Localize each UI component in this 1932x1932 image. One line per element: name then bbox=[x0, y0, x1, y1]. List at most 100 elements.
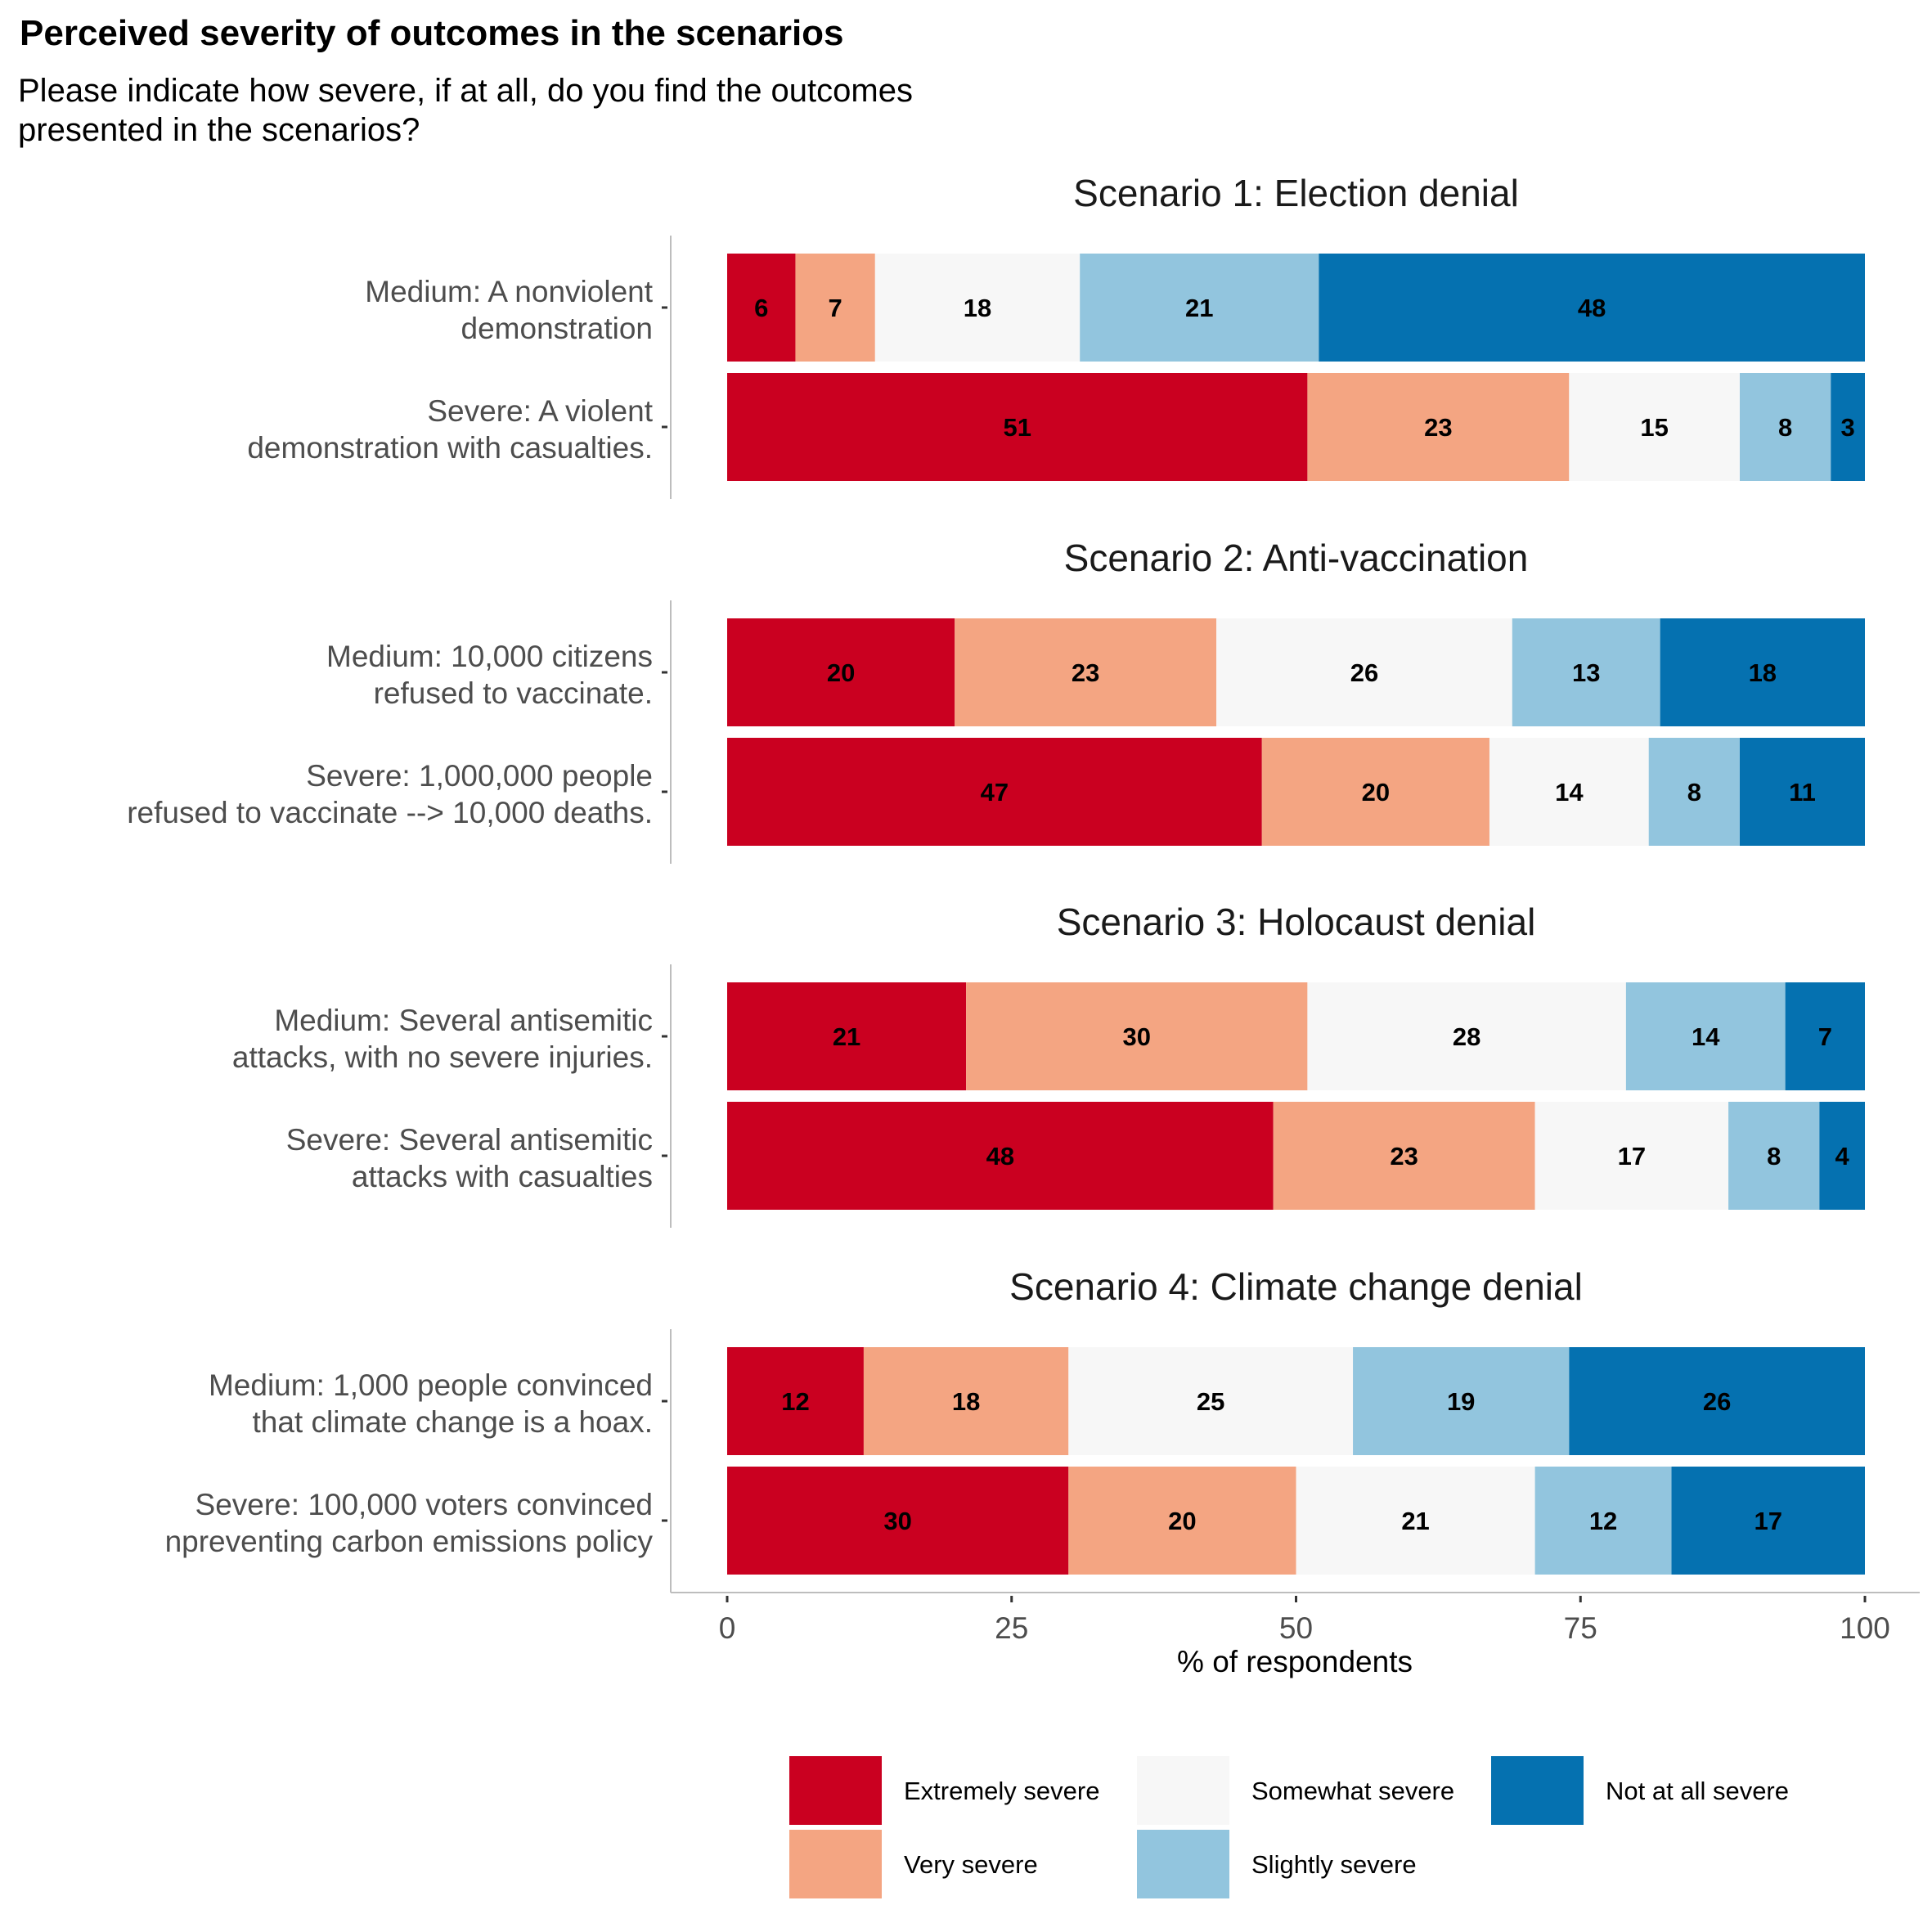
legend-key bbox=[1491, 1756, 1584, 1825]
category-label: Severe: 1,000,000 people refused to vacci… bbox=[127, 759, 653, 829]
facet-title: Scenario 1: Election denial bbox=[1073, 172, 1519, 214]
legend-key bbox=[789, 1756, 882, 1825]
facet-3: Scenario 3: Holocaust denial Medium: Seve… bbox=[232, 901, 1865, 1228]
bar-segment bbox=[1261, 738, 1489, 846]
bar-segment bbox=[727, 254, 796, 362]
bar-segment bbox=[1831, 373, 1865, 481]
bar-value-label: 8 bbox=[1778, 413, 1792, 442]
category-label-line: that climate change is a hoax. bbox=[252, 1405, 653, 1439]
bar-value-label: 20 bbox=[827, 658, 855, 687]
bar-value-label: 14 bbox=[1692, 1022, 1720, 1051]
bar-segment bbox=[1569, 373, 1740, 481]
x-tick-label: 25 bbox=[995, 1611, 1028, 1645]
bar-segment bbox=[727, 1347, 864, 1455]
bar-segment bbox=[1353, 1347, 1570, 1455]
x-tick-label: 50 bbox=[1279, 1611, 1313, 1645]
bar-value-label: 15 bbox=[1640, 413, 1668, 442]
bar-value-label: 12 bbox=[1589, 1507, 1617, 1535]
legend: Extremely severe Very severe Somewhat seve… bbox=[789, 1756, 1789, 1898]
legend-label: Somewhat severe bbox=[1251, 1777, 1454, 1805]
bar-value-label: 26 bbox=[1350, 658, 1378, 687]
bar-segment bbox=[863, 1347, 1069, 1455]
legend-item: Slightly severe bbox=[1137, 1830, 1417, 1898]
bar-value-label: 14 bbox=[1555, 778, 1584, 806]
legend-label: Slightly severe bbox=[1251, 1850, 1417, 1879]
bar-segment bbox=[1068, 1347, 1354, 1455]
bar-value-label: 30 bbox=[1123, 1022, 1151, 1051]
bar-value-label: 26 bbox=[1703, 1387, 1731, 1416]
category-label-line: Severe: 100,000 voters convinced bbox=[195, 1488, 653, 1521]
bar-value-label: 18 bbox=[1749, 658, 1777, 687]
facet-1: Scenario 1: Election denial Medium: A non… bbox=[247, 172, 1865, 499]
category-label-line: npreventing carbon emissions policy bbox=[165, 1525, 654, 1558]
bar-value-label: 21 bbox=[1401, 1507, 1429, 1535]
bar-segment bbox=[966, 982, 1308, 1090]
category-label-line: refused to vaccinate --> 10,000 deaths. bbox=[127, 796, 653, 829]
category-label: Severe: Several antisemitic attacks with … bbox=[286, 1123, 653, 1193]
facet-title: Scenario 2: Anti-vaccination bbox=[1064, 537, 1529, 579]
bar-value-label: 17 bbox=[1755, 1507, 1782, 1535]
legend-key bbox=[1137, 1830, 1229, 1898]
bar-value-label: 28 bbox=[1453, 1022, 1480, 1051]
x-tick-label: 75 bbox=[1564, 1611, 1597, 1645]
category-label-line: Medium: 1,000 people convinced bbox=[209, 1368, 653, 1402]
bar-segment bbox=[727, 618, 955, 726]
bar-value-label: 17 bbox=[1618, 1142, 1646, 1170]
bar-segment bbox=[1216, 618, 1512, 726]
legend-item: Extremely severe bbox=[789, 1756, 1099, 1825]
x-tick-label: 0 bbox=[719, 1611, 736, 1645]
bar-value-label: 8 bbox=[1767, 1142, 1781, 1170]
bar-segment bbox=[727, 982, 967, 1090]
bar-segment bbox=[1307, 373, 1570, 481]
category-label: Severe: 100,000 voters convinced nprevent… bbox=[165, 1488, 654, 1558]
legend-key bbox=[789, 1830, 882, 1898]
category-label-line: Severe: 1,000,000 people bbox=[306, 759, 653, 793]
bar-value-label: 51 bbox=[1003, 413, 1031, 442]
facet-4: Scenario 4: Climate change denial Medium:… bbox=[165, 1265, 1865, 1593]
bar-value-label: 6 bbox=[754, 294, 768, 322]
bar-value-label: 23 bbox=[1424, 413, 1452, 442]
bar-segment bbox=[1625, 982, 1786, 1090]
category-label-line: demonstration bbox=[461, 312, 653, 345]
bar-segment bbox=[727, 1102, 1274, 1210]
x-axis-title: % of respondents bbox=[1177, 1645, 1413, 1678]
bar-value-label: 7 bbox=[1818, 1022, 1832, 1051]
category-label-line: demonstration with casualties. bbox=[247, 431, 653, 465]
bar-segment bbox=[1728, 1102, 1820, 1210]
bar-value-label: 18 bbox=[952, 1387, 980, 1416]
bar-segment bbox=[1512, 618, 1660, 726]
legend-item: Somewhat severe bbox=[1137, 1756, 1454, 1825]
bar-value-label: 20 bbox=[1168, 1507, 1196, 1535]
bar-segment bbox=[874, 254, 1081, 362]
bar-segment bbox=[1307, 982, 1626, 1090]
bar-segment bbox=[1319, 254, 1865, 362]
bar-value-label: 21 bbox=[833, 1022, 860, 1051]
bar-segment bbox=[1739, 738, 1865, 846]
bar-value-label: 18 bbox=[964, 294, 991, 322]
category-label-line: Severe: Several antisemitic bbox=[286, 1123, 653, 1157]
bar-segment bbox=[727, 1467, 1069, 1575]
category-label-line: attacks with casualties bbox=[352, 1160, 653, 1193]
bar-value-label: 30 bbox=[883, 1507, 911, 1535]
bar-value-label: 12 bbox=[781, 1387, 809, 1416]
bar-segment bbox=[1534, 1467, 1672, 1575]
bar-segment bbox=[1296, 1467, 1535, 1575]
bar-segment bbox=[955, 618, 1217, 726]
category-label: Medium: 10,000 citizens refused to vaccin… bbox=[326, 640, 653, 710]
bar-segment bbox=[1068, 1467, 1296, 1575]
bar-segment bbox=[1273, 1102, 1535, 1210]
chart-subtitle-line-1: Please indicate how severe, if at all, d… bbox=[18, 73, 913, 109]
bar-value-label: 13 bbox=[1572, 658, 1600, 687]
facet-2: Scenario 2: Anti-vaccination Medium: 10,0… bbox=[127, 537, 1865, 864]
category-label: Severe: A violent demonstration with casu… bbox=[247, 394, 653, 465]
legend-label: Not at all severe bbox=[1606, 1777, 1789, 1805]
bar-value-label: 23 bbox=[1390, 1142, 1418, 1170]
bar-segment bbox=[1785, 982, 1865, 1090]
chart-title: Perceived severity of outcomes in the sc… bbox=[20, 13, 844, 53]
category-label-line: Medium: 10,000 citizens bbox=[326, 640, 653, 673]
category-label-line: Medium: Several antisemitic bbox=[274, 1004, 653, 1037]
bar-value-label: 3 bbox=[1841, 413, 1855, 442]
bar-segment bbox=[1671, 1467, 1865, 1575]
bar-segment bbox=[1489, 738, 1649, 846]
